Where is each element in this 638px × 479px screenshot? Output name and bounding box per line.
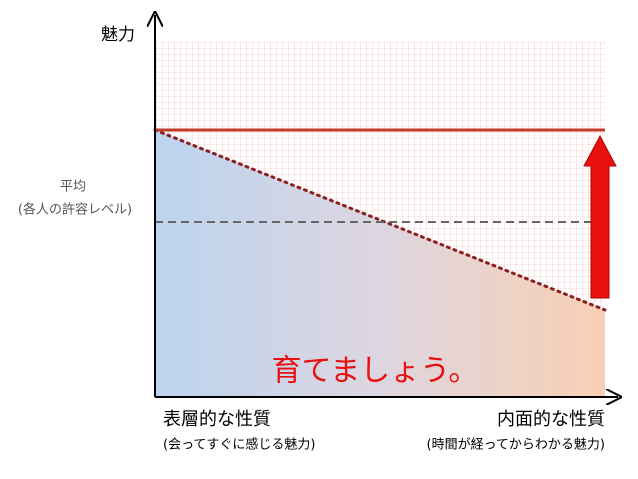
average-note: (各人の許容レベル) <box>18 202 132 218</box>
attraction-area <box>155 130 605 397</box>
left-note: (会ってすぐに感じる魅力) <box>163 437 316 453</box>
right-note: (時間が経ってからわかる魅力) <box>427 438 606 453</box>
y-axis-label: 魅力 <box>101 25 135 45</box>
right-label: 内面的な性質 <box>497 409 605 430</box>
left-label: 表層的な性質 <box>163 409 271 430</box>
message: 育てましょう。 <box>272 354 479 389</box>
growth-arrow <box>583 134 617 299</box>
average-label: 平均 <box>60 180 86 195</box>
